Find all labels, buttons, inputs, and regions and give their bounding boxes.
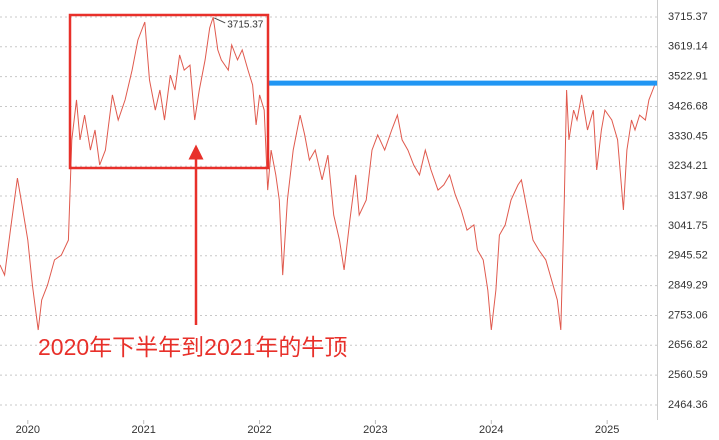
y-tick-label: 2849.29 <box>668 280 708 292</box>
peak-pointer <box>213 17 226 24</box>
x-tick-label: 2022 <box>247 424 271 436</box>
labels: 3715.37 3619.14 3522.91 3426.68 3330.45 3234.… <box>16 11 708 436</box>
price-line <box>0 16 656 331</box>
y-tick-label: 3234.21 <box>668 160 708 172</box>
y-tick-label: 2464.36 <box>668 399 708 411</box>
y-tick-label: 2945.52 <box>668 250 708 262</box>
plot <box>0 16 657 331</box>
y-tick-label: 3522.91 <box>668 71 708 83</box>
grid <box>0 16 657 424</box>
annotation: 2020年下半年到2021年的牛顶 <box>38 334 347 360</box>
x-tick-label: 2024 <box>479 424 503 436</box>
y-tick-label: 3426.68 <box>668 100 708 112</box>
y-tick-label: 2753.06 <box>668 309 708 321</box>
y-tick-label: 3619.14 <box>668 41 708 53</box>
x-tick-label: 2025 <box>595 424 619 436</box>
x-tick-label: 2023 <box>363 424 387 436</box>
y-tick-label: 3137.98 <box>668 190 708 202</box>
x-tick-label: 2020 <box>16 424 40 436</box>
y-tick-label: 3041.75 <box>668 220 708 232</box>
y-tick-label: 3330.45 <box>668 130 708 142</box>
peak-label: 3715.37 <box>227 20 264 31</box>
y-tick-label: 3715.37 <box>668 11 708 23</box>
highlight-box <box>68 13 270 170</box>
x-tick-label: 2021 <box>131 424 155 436</box>
y-tick-label: 2656.82 <box>668 339 708 351</box>
y-tick-label: 2560.59 <box>668 369 708 381</box>
